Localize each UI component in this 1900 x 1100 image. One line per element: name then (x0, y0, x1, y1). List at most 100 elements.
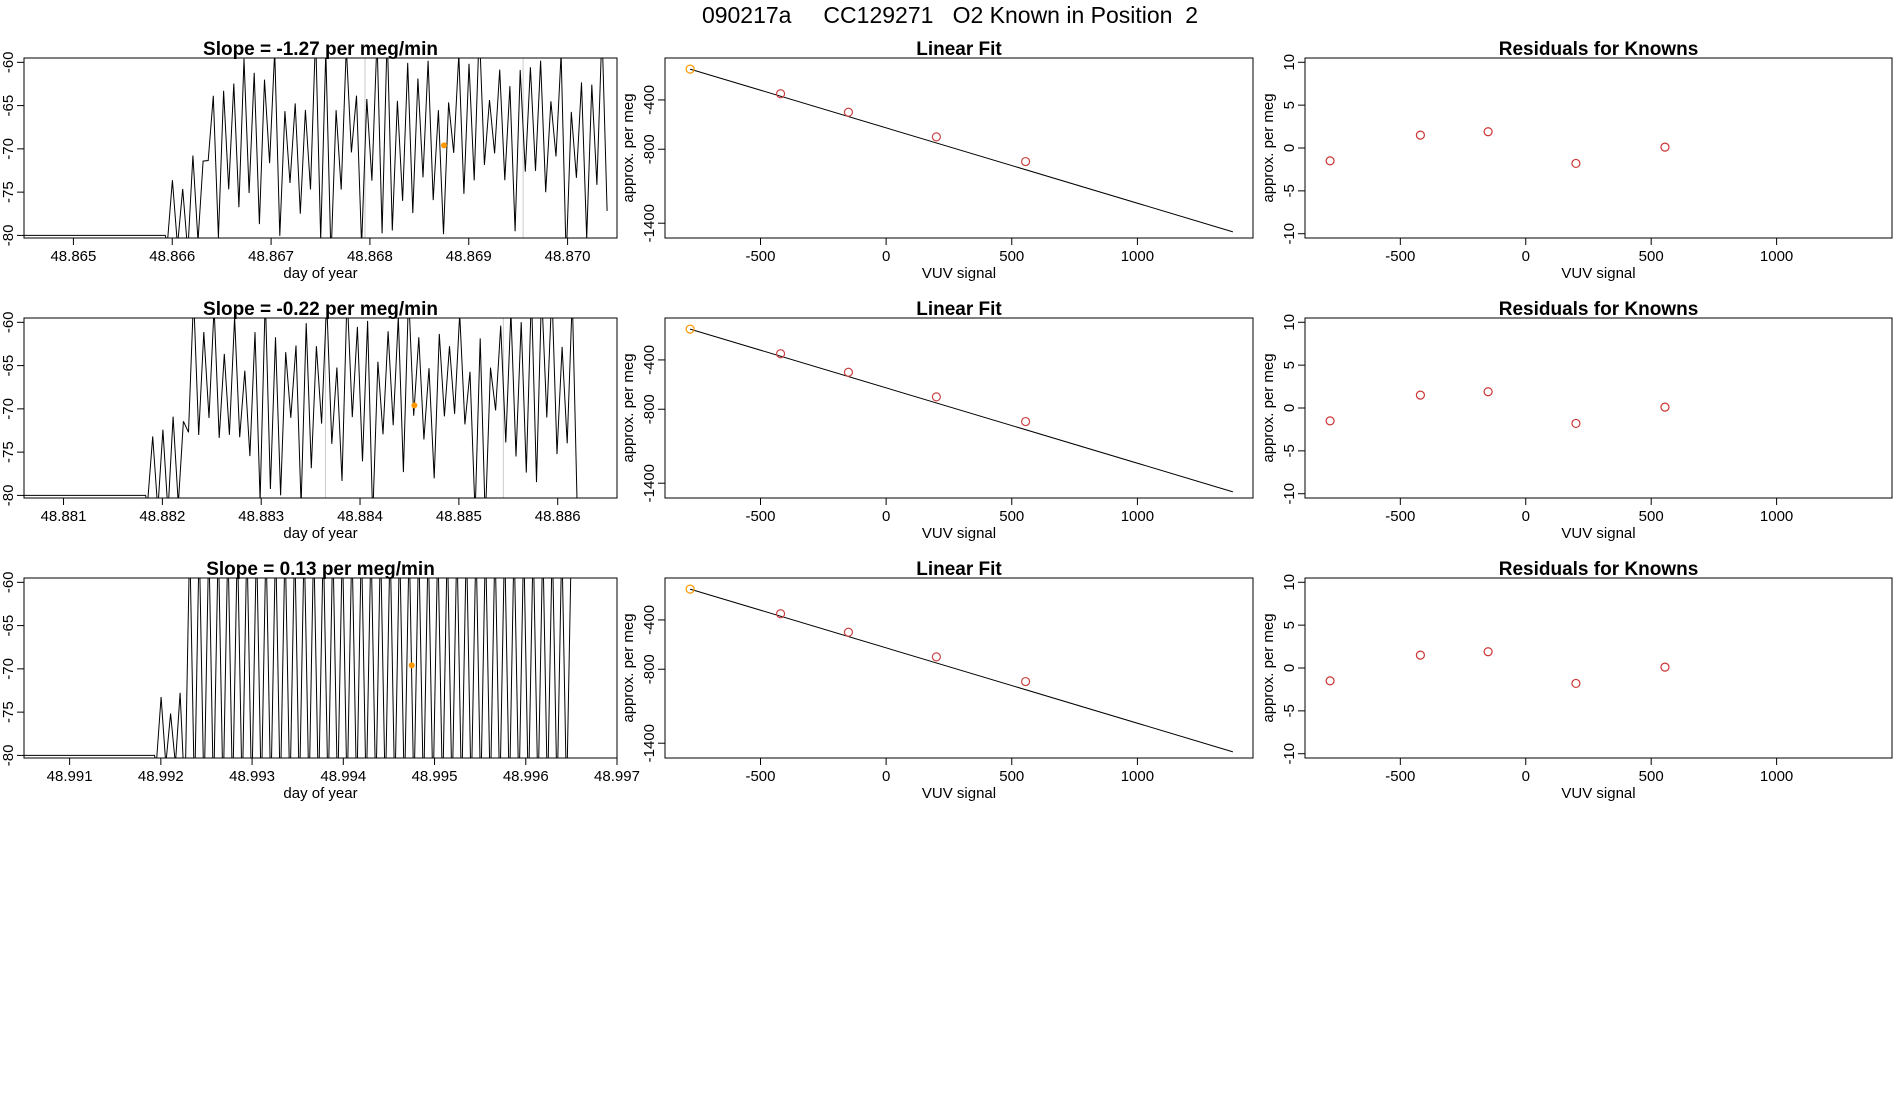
x-tick-label: 500 (999, 508, 1024, 525)
residuals-panel-row-1: Residuals for Knowns -500 0 500 1000 10 5 0 -5 -1… (1260, 39, 1893, 282)
x-tick-label: 48.869 (446, 248, 492, 265)
y-tick-label: -70 (0, 658, 17, 680)
time-series-panel-row-2: Slope = -0.22 per meg/min 48.881 48.882 48.… (0, 299, 618, 542)
x-tick-label: 0 (882, 248, 890, 265)
y-axis-label: approx. per meg (620, 93, 637, 202)
data-point (685, 584, 695, 594)
residuals-panel-row-3: Residuals for Knowns -500 0 500 1000 10 5 0 -5 -1… (1260, 559, 1893, 802)
y-tick-label: 5 (1281, 361, 1298, 369)
y-axis-label: approx. per meg (1260, 93, 1277, 202)
y-tick-label: -60 (0, 311, 17, 333)
y-tick-label: -65 (0, 355, 17, 377)
plot-frame (664, 577, 1254, 759)
x-tick-label: 48.992 (138, 768, 184, 785)
y-tick-label: -1400 (641, 724, 658, 762)
data-point (1415, 390, 1425, 400)
x-tick-label: 0 (1522, 768, 1530, 785)
residuals-panel-row-2: Residuals for Knowns -500 0 500 1000 10 5 0 -5 -1… (1260, 299, 1893, 542)
panel-title: Slope = -1.27 per meg/min (203, 39, 438, 60)
x-tick-label: 48.991 (47, 768, 93, 785)
y-tick-label: -800 (641, 394, 658, 424)
x-tick-label: 48.870 (545, 248, 591, 265)
panel-title: Residuals for Knowns (1499, 559, 1699, 580)
x-tick-label: 500 (999, 768, 1024, 785)
x-tick-label: 48.884 (337, 508, 383, 525)
x-tick-label: 1000 (1121, 248, 1154, 265)
panel-title: Linear Fit (916, 559, 1002, 580)
y-tick-label: -1400 (641, 464, 658, 502)
plot-area (24, 58, 608, 238)
panel-title: Linear Fit (916, 39, 1002, 60)
data-point (1020, 416, 1031, 427)
x-tick-label: 48.883 (238, 508, 284, 525)
plot-area (685, 324, 1234, 493)
x-axis-label: day of year (283, 525, 357, 542)
plot-frame (1304, 317, 1893, 499)
figure-title: 090217a CC129271 O2 Known in Position 2 (701, 2, 1199, 28)
plot-frame (664, 317, 1254, 499)
y-tick-label: 10 (1281, 314, 1298, 331)
data-point (1415, 130, 1425, 140)
x-tick-label: 1000 (1760, 508, 1793, 525)
linear-fit-panel-row-2: Linear Fit -500 0 500 1000 -400 -800 -1400 VUV s… (620, 299, 1254, 542)
x-tick-label: 48.868 (347, 248, 393, 265)
plot-area (1325, 647, 1670, 689)
x-tick-label: 48.997 (594, 768, 640, 785)
plot-area (1325, 127, 1670, 169)
x-tick-label: 0 (882, 768, 890, 785)
y-tick-label: -60 (0, 571, 17, 593)
y-axis-label: approx. per meg (1260, 613, 1277, 722)
y-tick-label: -400 (641, 85, 658, 115)
x-tick-label: -500 (745, 248, 775, 265)
x-tick-label: 1000 (1760, 768, 1793, 785)
plot-area (1325, 387, 1670, 429)
data-point (1415, 650, 1425, 660)
panel-title: Slope = 0.13 per meg/min (206, 559, 435, 580)
y-tick-label: 0 (1281, 404, 1298, 412)
y-tick-label: -400 (641, 605, 658, 635)
highlight-point (441, 142, 448, 149)
plot-frame (1304, 57, 1893, 239)
x-tick-label: 500 (1639, 508, 1664, 525)
data-point (843, 627, 854, 637)
data-point (1325, 676, 1335, 686)
plot-area (685, 64, 1234, 233)
fit-line (689, 328, 1234, 493)
data-point (775, 89, 786, 99)
x-tick-label: 500 (1639, 768, 1664, 785)
x-tick-label: 48.996 (503, 768, 549, 785)
plot-frame (1304, 577, 1893, 759)
x-axis-label: day of year (283, 265, 357, 282)
y-tick-label: 0 (1281, 144, 1298, 152)
data-point (931, 392, 941, 402)
y-tick-label: 5 (1281, 101, 1298, 109)
data-point (1325, 416, 1335, 426)
y-tick-label: -400 (641, 345, 658, 375)
y-axis-label: approx. per meg (1260, 353, 1277, 462)
data-point (931, 652, 941, 662)
y-axis-label: approx. per meg (620, 353, 637, 462)
x-axis-label: VUV signal (922, 785, 996, 802)
y-tick-label: -70 (0, 138, 17, 160)
y-tick-label: 10 (1281, 54, 1298, 71)
data-point (775, 609, 786, 619)
y-axis-label: approx. per meg (620, 613, 637, 722)
x-axis-label: VUV signal (922, 265, 996, 282)
y-tick-label: -70 (0, 398, 17, 420)
x-tick-label: -500 (745, 768, 775, 785)
plot-area (24, 578, 572, 758)
x-tick-label: 48.994 (320, 768, 366, 785)
y-tick-label: -5 (1281, 184, 1298, 197)
data-point (1571, 158, 1581, 169)
y-tick-label: 5 (1281, 621, 1298, 629)
y-tick-label: -60 (0, 51, 17, 73)
data-trace-line (24, 578, 572, 758)
data-point (685, 64, 695, 74)
data-point (1571, 418, 1581, 429)
y-tick-label: -80 (0, 485, 17, 507)
data-point (1660, 662, 1670, 672)
y-tick-label: -10 (1281, 483, 1298, 505)
panel-title: Residuals for Knowns (1499, 299, 1699, 320)
x-tick-label: 48.867 (248, 248, 294, 265)
